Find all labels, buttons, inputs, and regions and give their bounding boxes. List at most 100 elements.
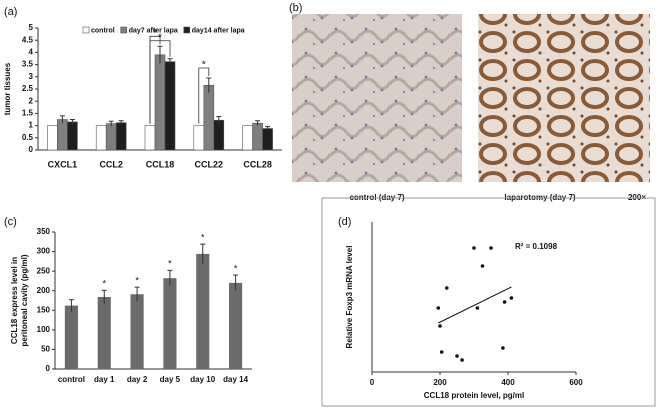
bar — [229, 282, 243, 369]
point — [509, 296, 514, 300]
error-bar — [167, 269, 173, 287]
trendline — [438, 286, 512, 324]
y-tick-label: 200 — [37, 286, 51, 295]
error-bar — [200, 243, 206, 264]
x-tick-label: day 14 — [223, 375, 248, 384]
bar — [115, 122, 127, 151]
error-bar — [118, 120, 124, 125]
y-tick-label: 3 — [29, 72, 34, 81]
bar — [163, 278, 177, 369]
bracket-line — [149, 40, 171, 124]
y-tick-label: 100 — [37, 325, 51, 334]
y-tick-label: 250 — [37, 266, 51, 275]
significance-label: * — [201, 233, 205, 243]
significance-bracket: * — [198, 60, 210, 124]
point — [472, 246, 476, 250]
error-bar — [157, 45, 163, 64]
bar — [213, 119, 225, 151]
y-tick-label: 2.5 — [22, 84, 34, 93]
y-tick-label: 3.5 — [22, 60, 34, 69]
point — [475, 306, 480, 310]
y-tick-label: 1.5 — [22, 109, 34, 118]
significance-label: * — [153, 28, 157, 39]
bar — [67, 121, 78, 151]
legend-swatch — [82, 26, 90, 34]
panel-label: (d) — [338, 216, 351, 228]
y-tick-label: 350 — [37, 227, 51, 236]
y-tick-label: 4 — [29, 48, 34, 57]
point — [436, 306, 441, 310]
error-bar — [216, 116, 222, 124]
x-tick-label: day 1 — [94, 375, 115, 384]
y-tick-label: 150 — [37, 305, 51, 314]
point — [460, 358, 464, 362]
bar — [47, 125, 58, 151]
bracket-line — [198, 67, 210, 124]
x-tick-label: CCL22 — [195, 159, 224, 169]
legend-label: day14 after lapa — [192, 27, 245, 34]
bar — [105, 123, 117, 151]
y-tick-label: 1 — [29, 121, 34, 130]
y-axis-label: CCL18 express level in — [10, 257, 19, 344]
bar — [95, 125, 107, 151]
error-bar — [233, 274, 239, 291]
panel-label: (a) — [4, 6, 17, 18]
legend-swatch — [120, 26, 128, 34]
bar — [97, 296, 111, 369]
error-bar — [265, 126, 271, 131]
point — [438, 324, 442, 328]
y-tick-label: 50 — [41, 345, 50, 354]
x-tick-label: CCL28 — [243, 159, 272, 169]
y-tick-label: 0 — [29, 145, 34, 154]
bar — [193, 125, 205, 151]
bar — [203, 85, 215, 151]
control-image — [292, 14, 462, 182]
significance-label: * — [202, 60, 206, 71]
x-axis-label: CCL18 protein level, pg/ml — [424, 391, 524, 400]
error-bar — [255, 120, 261, 126]
x-tick-label: 600 — [569, 378, 583, 387]
y-tick-label: 0 — [46, 364, 51, 373]
error-bar — [68, 299, 74, 312]
significance-label: * — [168, 259, 172, 269]
point — [439, 350, 444, 354]
significance-label: * — [158, 32, 162, 43]
y-tick-label: 2 — [29, 96, 34, 105]
y-tick-label: 0.5 — [22, 133, 34, 142]
bar — [262, 128, 273, 151]
y-tick-label: 300 — [37, 247, 51, 256]
significance-label: * — [102, 279, 106, 289]
y-axis-label: Relative Foxp3 mRNA level — [345, 246, 354, 349]
y-tick-label: 4.5 — [22, 35, 34, 44]
bar — [130, 294, 144, 369]
y-axis-label: Relative mRNA level in — [0, 46, 2, 133]
bar — [242, 125, 253, 151]
bar — [196, 253, 210, 369]
x-tick-label: day 5 — [160, 375, 181, 384]
panel-frame — [321, 197, 656, 407]
y-tick-label: 5 — [29, 23, 34, 32]
panel-label: (c) — [4, 216, 17, 228]
annotation: R² = 0.1098 — [515, 242, 558, 251]
error-bar — [101, 289, 107, 304]
error-bar — [206, 77, 212, 93]
x-tick-label: 400 — [501, 378, 515, 387]
point — [480, 264, 485, 268]
legend-label: control — [91, 27, 115, 34]
point — [502, 300, 507, 304]
y-axis-label: tumor tissues — [3, 62, 12, 115]
point — [501, 346, 505, 350]
significance-bracket: * — [149, 32, 171, 124]
bar — [164, 61, 176, 151]
significance-label: * — [135, 276, 139, 286]
bar — [154, 54, 166, 151]
bar — [57, 119, 68, 151]
bar — [252, 122, 263, 151]
x-tick-label: day 2 — [127, 375, 148, 384]
error-bar — [167, 58, 173, 65]
laparotomy-image — [478, 14, 650, 182]
significance-label: * — [234, 263, 238, 273]
y-axis-label: peritoneal cavity (pg/ml) — [20, 254, 29, 346]
legend-swatch — [183, 26, 191, 34]
